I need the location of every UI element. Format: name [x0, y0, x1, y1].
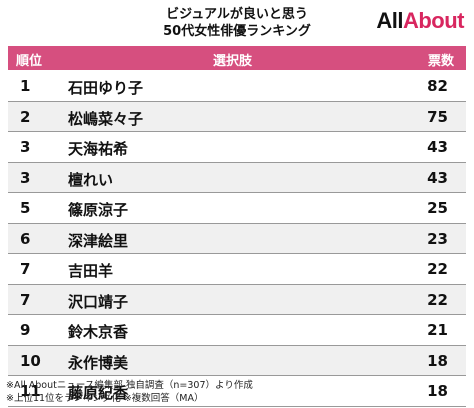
name-cell: 檀れい [68, 170, 114, 189]
table-row: 2 松嶋菜々子 75 [8, 101, 466, 132]
footnote-line-2: ※上位11位をランキング化 ※複数回答（MA） [6, 393, 204, 404]
votes-cell: 22 [427, 290, 448, 309]
name-cell: 天海祐希 [68, 140, 129, 158]
name-cell: 沢口靖子 [68, 292, 129, 311]
ranking-table: 1 石田ゆり子 82 2 松嶋菜々子 75 3 天海祐希 43 3 檀れい 43 5 篠原涼子 25 6 深津絵… [8, 71, 466, 407]
name-cell: 藤原紀香 [68, 384, 129, 402]
name-cell: 石田ゆり子 [68, 79, 144, 97]
rank-cell: 7 [20, 290, 31, 309]
votes-cell: 43 [427, 138, 448, 156]
rank-cell: 5 [20, 199, 31, 217]
chart-title: ビジュアルが良いと思う 50代女性俳優ランキング [0, 6, 474, 40]
table-row: 5 篠原涼子 25 [8, 193, 466, 224]
table-row: 11 藤原紀香 18 [8, 376, 466, 407]
votes-cell: 75 [427, 107, 448, 126]
votes-cell: 25 [427, 199, 448, 217]
all-about-logo: AllAbout [376, 8, 464, 34]
table-row: 3 檀れい 43 [8, 162, 466, 193]
rank-cell: 6 [20, 229, 31, 248]
name-cell: 永作博美 [68, 353, 129, 372]
name-cell: 篠原涼子 [68, 201, 129, 219]
votes-cell: 82 [427, 77, 448, 95]
rank-cell: 1 [20, 77, 31, 95]
table-row: 3 天海祐希 43 [8, 132, 466, 163]
header-votes: 票数 [427, 54, 454, 69]
table-header: 順位 選択肢 票数 [8, 46, 466, 70]
table-row: 10 永作博美 18 [8, 345, 466, 376]
rank-cell: 3 [20, 138, 31, 156]
votes-cell: 43 [427, 168, 448, 187]
header-rank: 順位 [16, 54, 43, 69]
rank-cell: 2 [20, 107, 31, 126]
votes-cell: 21 [427, 321, 448, 339]
table-row: 1 石田ゆり子 82 [8, 71, 466, 102]
rank-cell: 10 [20, 351, 41, 370]
table-row: 7 沢口靖子 22 [8, 284, 466, 315]
logo-part-1: All [376, 8, 403, 33]
table-row: 6 深津絵里 23 [8, 223, 466, 254]
rank-cell: 9 [20, 321, 31, 339]
votes-cell: 18 [427, 382, 448, 400]
footnote: ※All Aboutニュース編集部 独自調査（n=307）より作成 ※上位11位… [6, 379, 253, 405]
table-row: 7 吉田羊 22 [8, 254, 466, 285]
rank-cell: 3 [20, 168, 31, 187]
name-cell: 鈴木京香 [68, 323, 129, 341]
table-row: 9 鈴木京香 21 [8, 315, 466, 346]
title-line-2: 50代女性俳優ランキング [163, 24, 311, 39]
votes-cell: 22 [427, 260, 448, 278]
footnote-line-1: ※All Aboutニュース編集部 独自調査（n=307）より作成 [6, 380, 253, 391]
votes-cell: 18 [427, 351, 448, 370]
rank-cell: 7 [20, 260, 31, 278]
votes-cell: 23 [427, 229, 448, 248]
name-cell: 吉田羊 [68, 262, 114, 280]
name-cell: 松嶋菜々子 [68, 109, 144, 128]
title-line-1: ビジュアルが良いと思う [166, 7, 308, 22]
logo-part-2: About [402, 8, 465, 33]
name-cell: 深津絵里 [68, 231, 129, 250]
header-name: 選択肢 [213, 54, 253, 69]
rank-cell: 11 [20, 382, 41, 400]
